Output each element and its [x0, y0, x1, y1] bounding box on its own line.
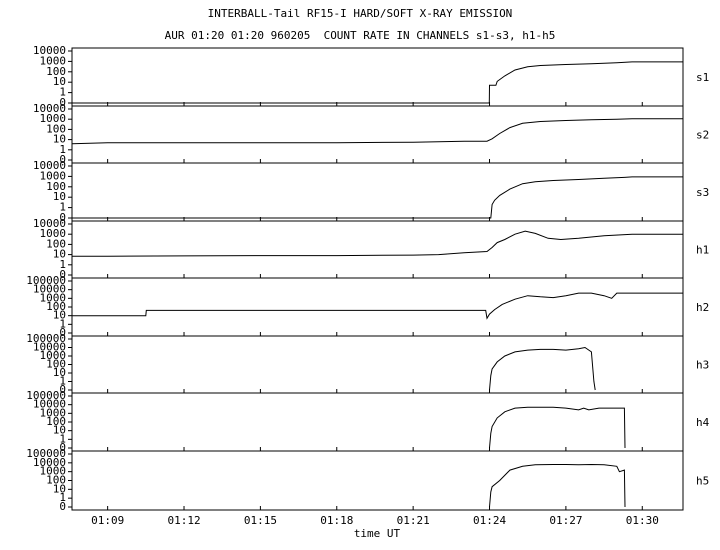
- channel-label-s3: s3: [696, 186, 709, 199]
- panel-frame: [71, 162, 684, 222]
- channel-label-h3: h3: [696, 359, 709, 372]
- x-tick-label: 01:24: [473, 514, 506, 527]
- y-tick-label: 10: [53, 309, 66, 322]
- y-tick-label: 10: [53, 366, 66, 379]
- series-line-s1: [72, 61, 683, 104]
- y-tick-label: 100000: [26, 447, 66, 460]
- x-tick-label: 01:09: [91, 514, 124, 527]
- channel-label-h1: h1: [696, 244, 709, 257]
- panel-frame: [71, 220, 684, 279]
- y-tick-label: 10: [53, 133, 66, 146]
- panel-frame: [71, 392, 684, 452]
- series-line-h5: [489, 463, 626, 508]
- y-tick-label: 100: [46, 358, 66, 371]
- y-tick-label: 10000: [33, 159, 66, 172]
- chart-subtitle: AUR 01:20 01:20 960205 COUNT RATE IN CHA…: [164, 29, 556, 42]
- y-tick-label: 10000: [33, 44, 66, 57]
- y-tick-label: 1: [59, 317, 66, 330]
- y-tick-label: 10000: [33, 283, 66, 296]
- y-tick-label: 1: [59, 432, 66, 445]
- y-tick-label: 100: [46, 180, 66, 193]
- y-tick-label: 0: [59, 383, 66, 396]
- y-tick-label: 10000: [33, 398, 66, 411]
- chart-title: INTERBALL-Tail RF15-I HARD/SOFT X-RAY EM…: [207, 7, 513, 20]
- y-tick-label: 100: [46, 300, 66, 313]
- y-tick-label: 100: [46, 474, 66, 487]
- y-tick-label: 100000: [26, 332, 66, 345]
- series-line-s3: [72, 176, 683, 219]
- y-tick-label: 10: [53, 75, 66, 88]
- y-tick-label: 100000: [26, 389, 66, 402]
- channel-label-s1: s1: [696, 71, 709, 84]
- y-tick-label: 1000: [40, 112, 67, 125]
- y-tick-label: 10: [53, 482, 66, 495]
- y-tick-label: 1: [59, 201, 66, 214]
- y-tick-label: 10000: [33, 102, 66, 115]
- y-tick-label: 100: [46, 65, 66, 78]
- y-tick-label: 1: [59, 375, 66, 388]
- panel-frame: [71, 277, 684, 337]
- y-tick-label: 1: [59, 258, 66, 271]
- y-tick-label: 100000: [26, 274, 66, 287]
- y-tick-label: 10: [53, 190, 66, 203]
- y-tick-label: 1000: [40, 465, 67, 478]
- channel-label-h2: h2: [696, 301, 709, 314]
- y-tick-label: 0: [59, 500, 66, 513]
- panel-frame: [71, 105, 684, 164]
- panel-frame: [71, 450, 684, 511]
- x-tick-label: 01:30: [626, 514, 659, 527]
- panel-frame: [71, 47, 684, 107]
- y-tick-label: 10000: [33, 456, 66, 469]
- x-axis-label: time UT: [354, 527, 401, 540]
- series-line-h1: [72, 230, 683, 257]
- x-tick-label: 01:21: [397, 514, 430, 527]
- y-tick-label: 0: [59, 441, 66, 454]
- y-tick-label: 1000: [40, 227, 67, 240]
- channel-label-h4: h4: [696, 416, 710, 429]
- y-tick-label: 1000: [40, 349, 67, 362]
- series-line-h3: [489, 346, 596, 391]
- channel-label-h5: h5: [696, 475, 709, 488]
- x-tick-label: 01:27: [549, 514, 582, 527]
- y-tick-label: 1: [59, 143, 66, 156]
- y-tick-label: 1: [59, 491, 66, 504]
- panel-frame: [71, 335, 684, 394]
- y-tick-label: 0: [59, 96, 66, 109]
- y-tick-label: 100: [46, 415, 66, 428]
- x-tick-label: 01:15: [244, 514, 277, 527]
- channel-label-s2: s2: [696, 129, 709, 142]
- y-tick-label: 10: [53, 248, 66, 261]
- y-tick-label: 1000: [40, 169, 67, 182]
- series-line-h4: [489, 406, 626, 449]
- series-line-h2: [72, 292, 683, 320]
- y-tick-label: 100: [46, 237, 66, 250]
- series-line-s2: [71, 118, 683, 145]
- y-tick-label: 1000: [40, 406, 67, 419]
- y-tick-label: 0: [59, 211, 66, 224]
- y-tick-label: 0: [59, 326, 66, 339]
- y-tick-label: 10: [53, 424, 66, 437]
- y-tick-label: 1: [59, 86, 66, 99]
- y-tick-label: 10000: [33, 341, 66, 354]
- y-tick-label: 1000: [40, 54, 67, 67]
- y-tick-label: 10000: [33, 217, 66, 230]
- y-tick-label: 0: [59, 153, 66, 166]
- x-tick-label: 01:12: [167, 514, 200, 527]
- y-tick-label: 1000: [40, 291, 67, 304]
- y-tick-label: 100: [46, 122, 66, 135]
- x-tick-label: 01:18: [320, 514, 353, 527]
- y-tick-label: 0: [59, 268, 66, 281]
